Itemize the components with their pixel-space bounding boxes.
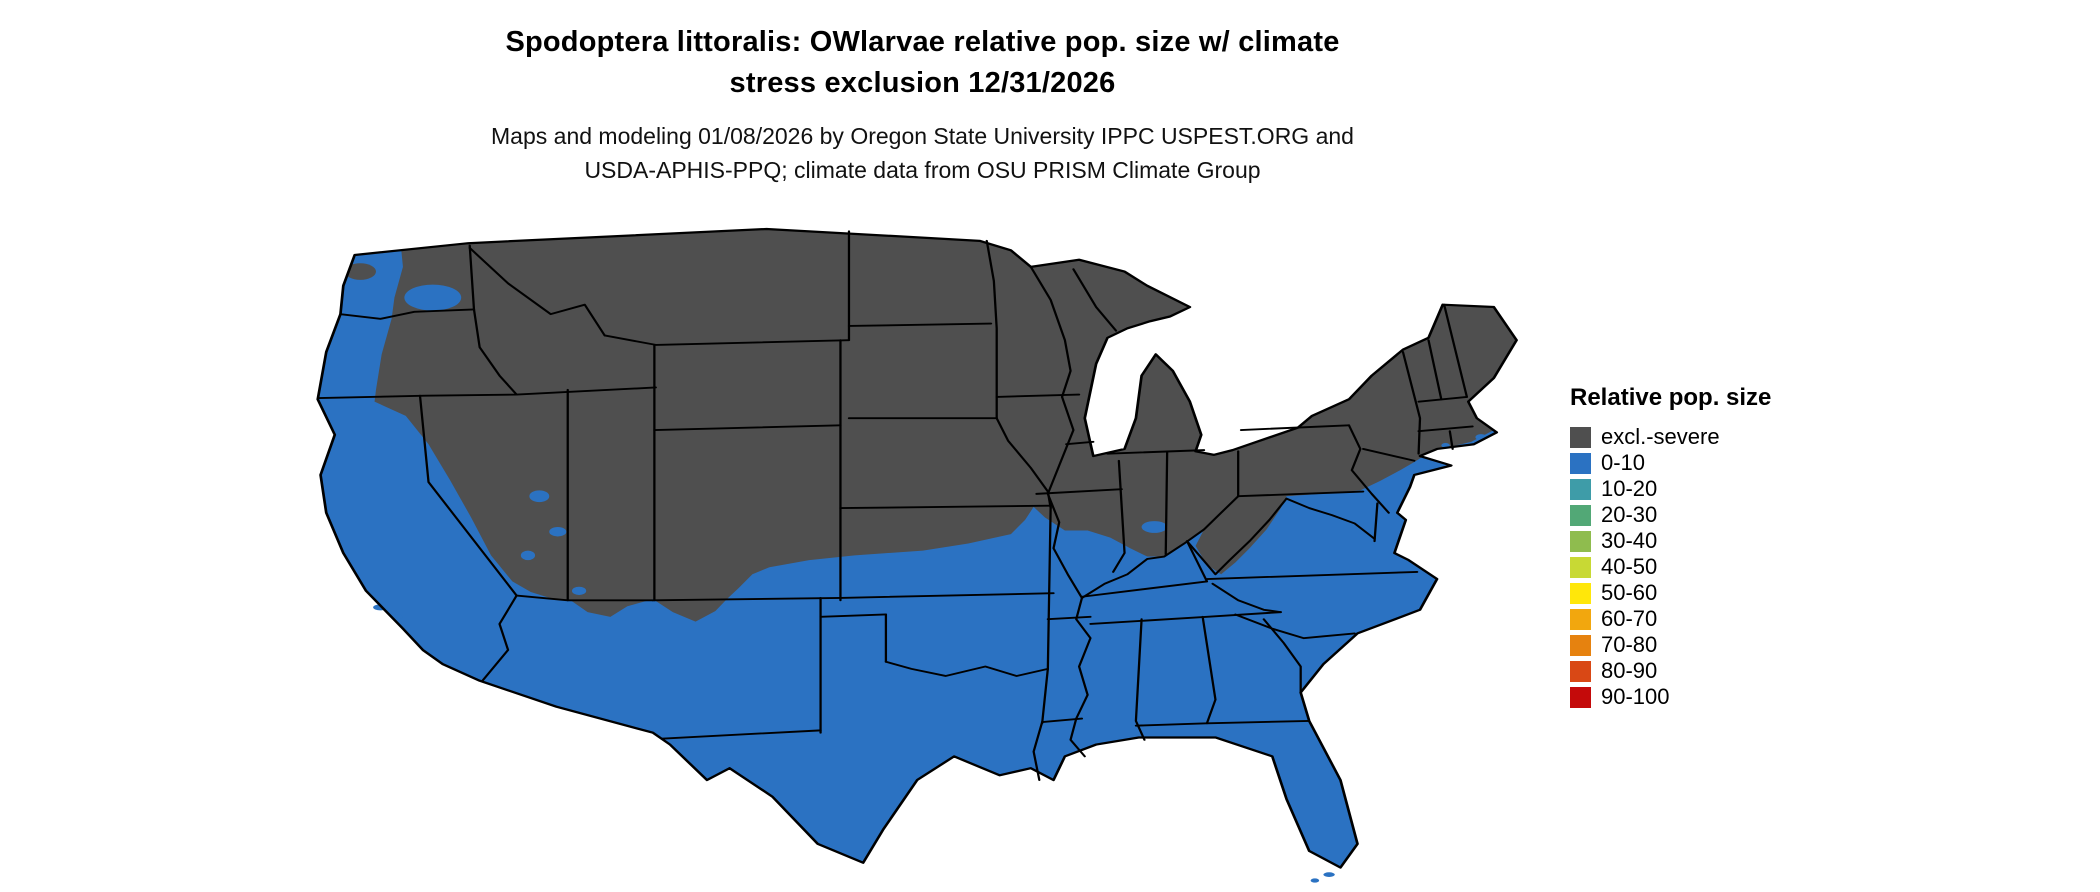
legend-heading: Relative pop. size [1570, 384, 1772, 411]
legend-item: 10-20 [1570, 476, 1850, 502]
page-subtitle-line2: USDA-APHIS-PPQ; climate data from OSU PR… [584, 157, 1261, 183]
offshore-islands [373, 604, 1335, 883]
legend-label: 70-80 [1601, 632, 1658, 657]
legend-swatch [1570, 608, 1591, 630]
legend-item: 40-50 [1570, 554, 1850, 580]
legend-label: 90-100 [1601, 684, 1670, 709]
population-patches [404, 284, 1487, 595]
legend-label: excl.-severe [1601, 424, 1720, 449]
legend-item: 80-90 [1570, 658, 1850, 684]
map-patch-excluded-olympics [344, 263, 376, 280]
legend-label: 10-20 [1601, 476, 1658, 501]
page-title-line2: stress exclusion 12/31/2026 [729, 67, 1116, 99]
legend-swatch [1570, 660, 1591, 682]
legend-item: 30-40 [1570, 528, 1850, 554]
page-title: Spodoptera littoralis: OWlarvae relative… [0, 22, 1845, 104]
page-subtitle: Maps and modeling 01/08/2026 by Oregon S… [0, 119, 1845, 187]
us-map [316, 227, 1518, 883]
legend-swatch [1570, 556, 1591, 578]
legend-items: excl.-severe 0-10 10-20 20-30 30-40 40-50 50-6… [1570, 424, 1850, 710]
legend-swatch [1570, 426, 1591, 448]
legend-item: 0-10 [1570, 450, 1850, 476]
coast-outline [316, 227, 1518, 869]
legend-item: 50-60 [1570, 580, 1850, 606]
legend-swatch [1570, 478, 1591, 500]
legend-label: 40-50 [1601, 554, 1658, 579]
legend-swatch [1570, 452, 1591, 474]
legend-label: 0-10 [1601, 450, 1646, 475]
legend: Relative pop. size excl.-severe 0-10 10-20… [1570, 384, 1850, 710]
legend-item: excl.-severe [1570, 424, 1850, 450]
legend-label: 30-40 [1601, 528, 1658, 553]
legend-label: 50-60 [1601, 580, 1658, 605]
page-subtitle-line1: Maps and modeling 01/08/2026 by Oregon S… [491, 123, 1354, 149]
legend-swatch [1570, 582, 1591, 604]
legend-swatch [1570, 634, 1591, 656]
legend-item: 90-100 [1570, 684, 1850, 710]
legend-item: 20-30 [1570, 502, 1850, 528]
legend-item: 70-80 [1570, 632, 1850, 658]
legend-swatch [1570, 530, 1591, 552]
legend-swatch [1570, 504, 1591, 526]
legend-item: 60-70 [1570, 606, 1850, 632]
legend-label: 80-90 [1601, 658, 1658, 683]
legend-label: 60-70 [1601, 606, 1658, 631]
page-title-line1: Spodoptera littoralis: OWlarvae relative… [505, 26, 1340, 58]
legend-label: 20-30 [1601, 502, 1658, 527]
legend-swatch [1570, 686, 1591, 708]
